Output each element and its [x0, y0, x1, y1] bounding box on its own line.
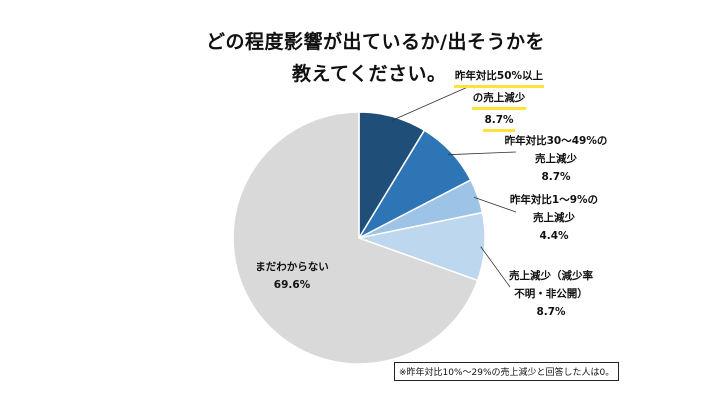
slice-value-unknown-rate: 8.7% [536, 306, 566, 318]
leader-line-unknown-rate [480, 246, 511, 288]
slice-label-30-49-line-1: 昨年対比30～49%の [504, 135, 608, 147]
pie-slice-not-yet-known [232, 111, 479, 365]
leader-line-50-plus [391, 85, 471, 121]
slice-value-50-plus: 8.7% [483, 112, 515, 132]
slice-label-30-49-line-2: 売上減少 [535, 153, 577, 165]
slice-label-1-9-line-1: 昨年対比1～9%の [509, 194, 599, 206]
slice-label-unknown-rate-line-1: 売上減少（減少率 [509, 270, 593, 282]
slice-label-unknown-rate: 売上減少（減少率 不明・非公開） 8.7% [498, 267, 604, 321]
chart-title-line-1: どの程度影響が出ているか/出そうかを [206, 31, 545, 53]
slice-label-50-plus: 昨年対比50%以上 の売上減少 8.7% [440, 66, 558, 132]
slice-label-1-9: 昨年対比1～9%の 売上減少 4.4% [500, 191, 608, 245]
slice-value-1-9: 4.4% [539, 230, 569, 242]
slice-label-30-49: 昨年対比30～49%の 売上減少 8.7% [498, 132, 614, 186]
slice-label-unknown-rate-line-2: 不明・非公開） [514, 288, 588, 300]
leader-lines [391, 85, 517, 288]
footnote: ※昨年対比10%～29%の売上減少と回答した人は0。 [394, 362, 620, 381]
pie-slices [232, 111, 486, 365]
slice-label-not-yet-known-line-1: まだわからない [255, 261, 329, 273]
slice-value-30-49: 8.7% [541, 171, 571, 183]
slice-label-not-yet-known: まだわからない 69.6% [236, 258, 348, 294]
slice-label-50-plus-line-2: の売上減少 [471, 90, 527, 110]
leader-line-1-9 [473, 196, 517, 213]
slice-label-1-9-line-2: 売上減少 [533, 212, 575, 224]
chart-title-line-2: 教えてください。 [292, 63, 447, 85]
slice-label-50-plus-line-1: 昨年対比50%以上 [453, 68, 545, 88]
slice-value-not-yet-known: 69.6% [273, 279, 311, 291]
leader-line-30-49 [448, 151, 517, 156]
